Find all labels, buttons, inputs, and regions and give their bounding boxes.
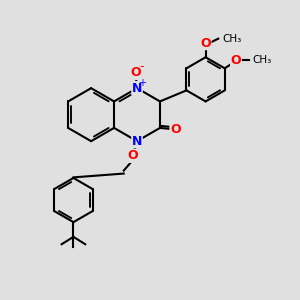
Text: O: O — [130, 66, 141, 80]
Text: -: - — [139, 61, 144, 74]
Text: N: N — [132, 135, 142, 148]
Text: O: O — [127, 149, 138, 162]
Text: CH₃: CH₃ — [253, 55, 272, 65]
Text: O: O — [170, 123, 181, 136]
Text: O: O — [231, 53, 241, 67]
Text: CH₃: CH₃ — [222, 34, 242, 44]
Text: +: + — [138, 78, 146, 88]
Text: O: O — [200, 37, 211, 50]
Text: N: N — [132, 82, 142, 95]
